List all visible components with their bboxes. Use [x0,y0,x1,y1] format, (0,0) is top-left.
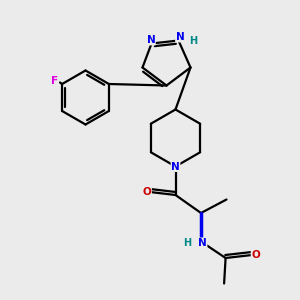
Text: N: N [176,32,184,42]
Text: N: N [198,238,207,248]
Text: O: O [251,250,260,260]
Text: O: O [142,187,152,197]
Text: N: N [171,161,180,172]
Text: H: H [183,238,192,248]
Text: F: F [51,76,58,86]
Text: N: N [146,35,155,45]
Text: H: H [189,35,198,46]
